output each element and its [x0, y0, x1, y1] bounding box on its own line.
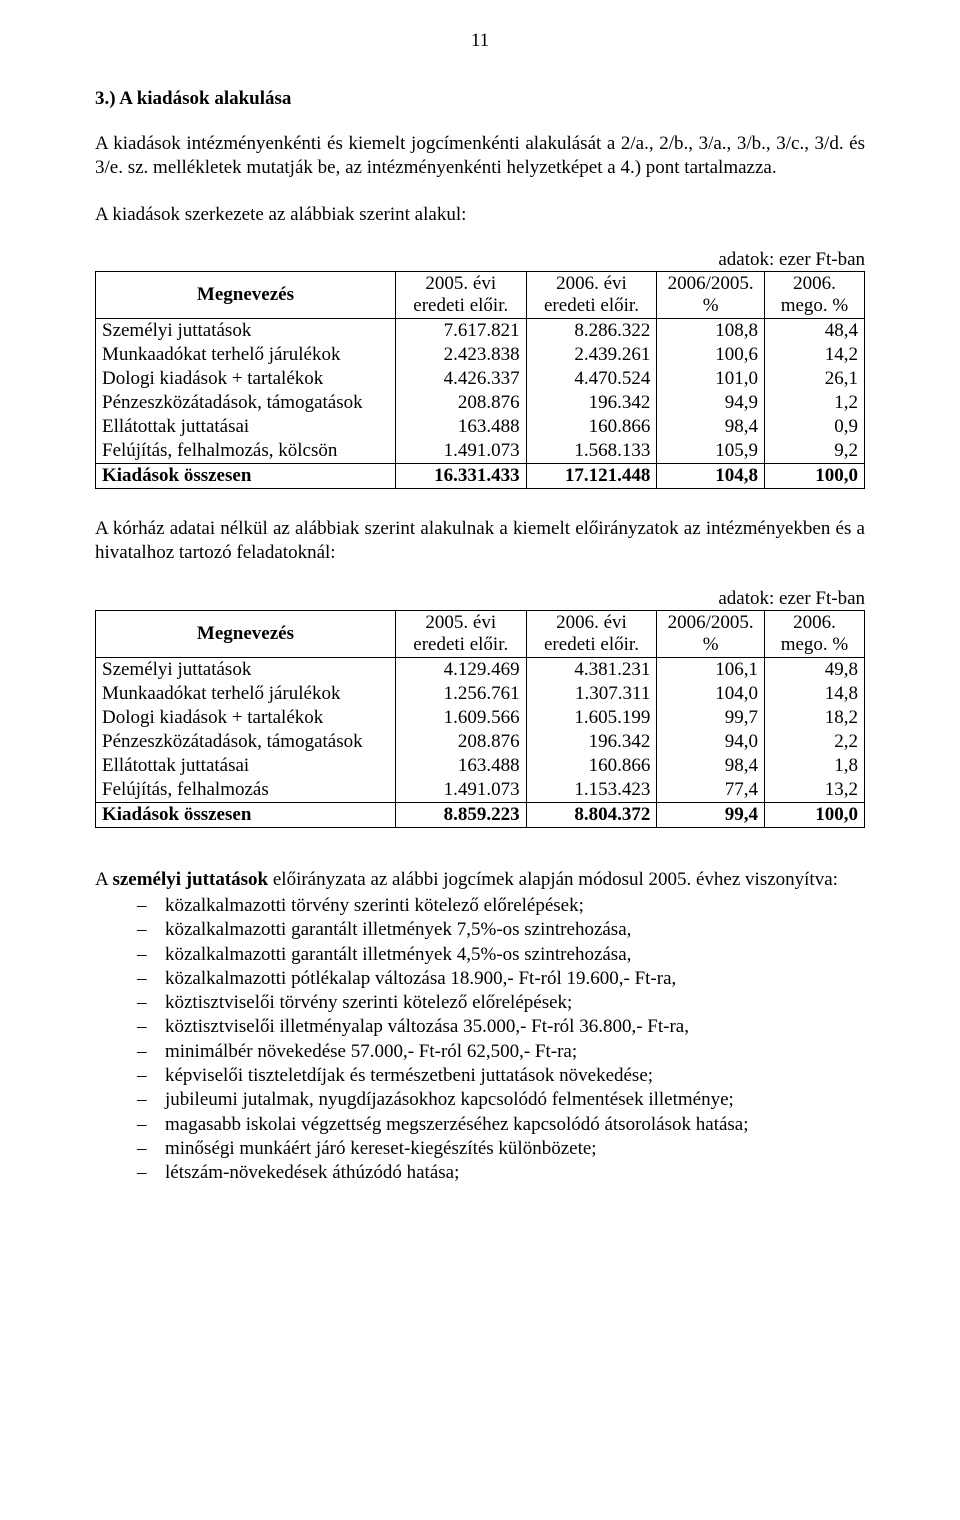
list-item: közalkalmazotti garantált illetmények 4,…: [137, 943, 865, 967]
th-col3: 2006/2005.%: [657, 610, 765, 657]
table-row: Személyi juttatások4.129.4694.381.231106…: [96, 657, 865, 682]
intro-para-2: A kiadások szerkezete az alábbiak szerin…: [95, 203, 865, 227]
th-col1: 2005. évieredeti előir.: [395, 271, 526, 318]
th-col4: 2006.mego. %: [765, 271, 865, 318]
table-row: Pénzeszközátadások, támogatások208.87619…: [96, 730, 865, 754]
th-col2: 2006. évieredeti előir.: [526, 271, 657, 318]
bullet-intro-para: A személyi juttatások előirányzata az al…: [95, 868, 865, 892]
page-content: 11 3.) A kiadások alakulása A kiadások i…: [0, 0, 960, 1246]
list-item: köztisztviselői törvény szerinti kötelez…: [137, 991, 865, 1015]
table-row: Dologi kiadások + tartalékok4.426.3374.4…: [96, 367, 865, 391]
table-total-row: Kiadások összesen8.859.2238.804.37299,41…: [96, 802, 865, 827]
list-item: közalkalmazotti pótlékalap változása 18.…: [137, 967, 865, 991]
list-item: magasabb iskolai végzettség megszerzéséh…: [137, 1113, 865, 1137]
mid-para: A kórház adatai nélkül az alábbiak szeri…: [95, 517, 865, 566]
th-col3: 2006/2005.%: [657, 271, 765, 318]
th-col2: 2006. évieredeti előir.: [526, 610, 657, 657]
table-header-row: Megnevezés 2005. évieredeti előir. 2006.…: [96, 610, 865, 657]
th-col1: 2005. évieredeti előir.: [395, 610, 526, 657]
table-header-row: Megnevezés 2005. évieredeti előir. 2006.…: [96, 271, 865, 318]
table-row: Munkaadókat terhelő járulékok2.423.8382.…: [96, 343, 865, 367]
table-row: Ellátottak juttatásai163.488160.86698,41…: [96, 754, 865, 778]
list-item: minimálbér növekedése 57.000,- Ft-ról 62…: [137, 1040, 865, 1064]
table-row: Személyi juttatások7.617.8218.286.322108…: [96, 318, 865, 343]
page-number: 11: [95, 30, 865, 52]
table-row: Munkaadókat terhelő járulékok1.256.7611.…: [96, 682, 865, 706]
th-col4: 2006.mego. %: [765, 610, 865, 657]
table-1: Megnevezés 2005. évieredeti előir. 2006.…: [95, 271, 865, 489]
intro-para-1: A kiadások intézményenkénti és kiemelt j…: [95, 132, 865, 181]
list-item: közalkalmazotti garantált illetmények 7,…: [137, 918, 865, 942]
th-name: Megnevezés: [96, 610, 396, 657]
section-title: 3.) A kiadások alakulása: [95, 88, 865, 110]
table-row: Pénzeszközátadások, támogatások208.87619…: [96, 391, 865, 415]
table1-unit-note: adatok: ezer Ft-ban: [95, 249, 865, 271]
list-item: minőségi munkáért járó kereset-kiegészít…: [137, 1137, 865, 1161]
table2-unit-note: adatok: ezer Ft-ban: [95, 588, 865, 610]
list-item: közalkalmazotti törvény szerinti kötelez…: [137, 894, 865, 918]
table-row: Ellátottak juttatásai163.488160.86698,40…: [96, 415, 865, 439]
table-row: Felújítás, felhalmozás, kölcsön1.491.073…: [96, 439, 865, 464]
table-row: Dologi kiadások + tartalékok1.609.5661.6…: [96, 706, 865, 730]
bullet-list: közalkalmazotti törvény szerinti kötelez…: [137, 894, 865, 1186]
list-item: képviselői tiszteletdíjak és természetbe…: [137, 1064, 865, 1088]
th-name: Megnevezés: [96, 271, 396, 318]
list-item: létszám-növekedések áthúzódó hatása;: [137, 1161, 865, 1185]
list-item: jubileumi jutalmak, nyugdíjazásokhoz kap…: [137, 1088, 865, 1112]
table-2: Megnevezés 2005. évieredeti előir. 2006.…: [95, 610, 865, 828]
list-item: köztisztviselői illetményalap változása …: [137, 1015, 865, 1039]
table-row: Felújítás, felhalmozás1.491.0731.153.423…: [96, 778, 865, 803]
table-total-row: Kiadások összesen16.331.43317.121.448104…: [96, 463, 865, 488]
